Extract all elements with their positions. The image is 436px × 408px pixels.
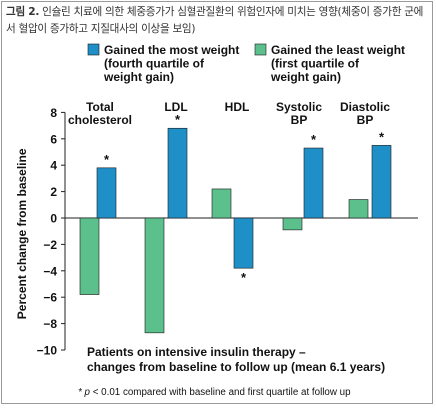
significance-star: * [175, 112, 181, 127]
caption-text: 인슐린 치료에 의한 체중증가가 심혈관질환의 위험인자에 미치는 영향(체중이… [6, 6, 424, 35]
y-tick-label: 0 [50, 212, 57, 226]
legend-label: Gained the most weight (fourth quartile o… [103, 43, 239, 84]
bar-most-weight [233, 217, 254, 269]
y-tick-label: −6 [43, 291, 57, 305]
bar-least-weight [144, 217, 165, 334]
y-axis-title: Percent change from baseline [15, 148, 29, 319]
x-axis-title: Patients on intensive insulin therapy – c… [87, 345, 385, 374]
bar-most-weight [167, 127, 188, 219]
y-tick-label: 2 [50, 185, 57, 199]
bar-most-weight [303, 147, 324, 219]
bar-least-weight [79, 217, 100, 295]
significance-footnote: * p < 0.01 compared with baseline and fi… [78, 387, 351, 398]
significance-star: * [379, 129, 385, 144]
significance-star: * [311, 132, 317, 147]
figure-caption: 그림 2. 인슐린 치료에 의한 체중증가가 심혈관질환의 위험인자에 미치는 … [6, 4, 432, 38]
caption-prefix: 그림 2. [6, 6, 40, 18]
y-tick-label: 6 [50, 132, 57, 146]
figure-frame [1, 1, 433, 404]
bar-most-weight [96, 167, 117, 219]
chart-area: Gained the most weight (fourth quartile o… [2, 38, 434, 404]
category-label: Systolic BP [276, 100, 322, 127]
y-tick-label: −2 [43, 238, 57, 252]
category-label: LDL [164, 100, 187, 114]
category-label: Total cholesterol [68, 100, 132, 127]
y-tick-label: 8 [50, 106, 57, 120]
y-tick-label: −4 [43, 264, 57, 278]
bar-least-weight [282, 217, 303, 231]
category-label: Diastolic BP [340, 100, 390, 127]
footnote-text: < 0.01 compared with baseline and first … [89, 387, 351, 398]
bar-most-weight [371, 145, 392, 219]
legend-swatch [87, 43, 100, 56]
bar-least-weight [348, 199, 369, 219]
bar-chart: Gained the most weight (fourth quartile o… [15, 43, 418, 374]
significance-star: * [104, 152, 110, 167]
y-tick-label: −10 [37, 344, 58, 358]
y-tick-label: 4 [50, 159, 57, 173]
bar-least-weight [211, 188, 232, 219]
y-tick-label: −8 [43, 317, 57, 331]
significance-star: * [241, 270, 247, 285]
legend-label: Gained the least weight (first quartile o… [270, 43, 405, 84]
legend-swatch [254, 43, 267, 56]
footnote-prefix: * p [78, 387, 90, 398]
category-label: HDL [225, 100, 250, 114]
